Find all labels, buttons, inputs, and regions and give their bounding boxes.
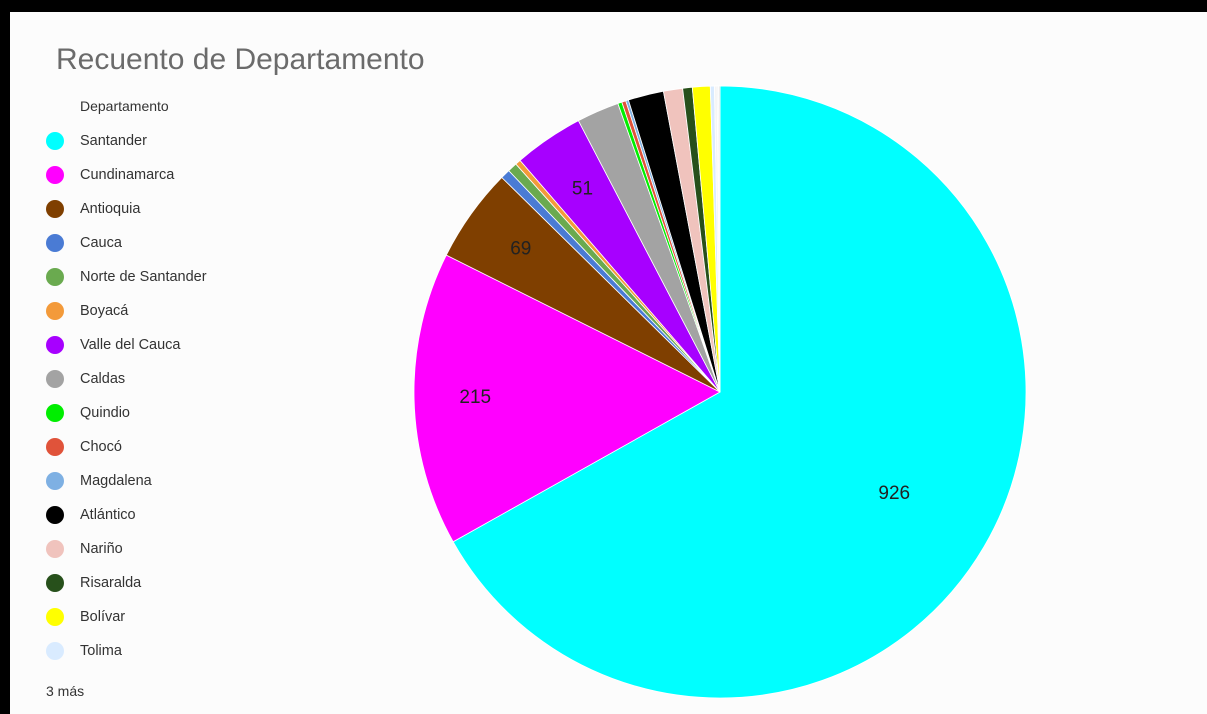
legend-item-choco[interactable]: Chocó <box>46 438 246 472</box>
chart-frame: 926 215 69 51 Recuento de Departamento Depa… <box>10 12 1207 714</box>
legend-swatch <box>46 336 64 354</box>
legend-swatch <box>46 540 64 558</box>
legend-title: Departamento <box>80 98 169 114</box>
legend-item-narino[interactable]: Nariño <box>46 540 246 574</box>
legend-item-cauca[interactable]: Cauca <box>46 234 246 268</box>
legend-swatch <box>46 268 64 286</box>
legend-item-boyaca[interactable]: Boyacá <box>46 302 246 336</box>
legend-item-valle-del-cauca[interactable]: Valle del Cauca <box>46 336 246 370</box>
legend-label: Magdalena <box>80 473 152 489</box>
legend-item-caldas[interactable]: Caldas <box>46 370 246 404</box>
legend-swatch <box>46 166 64 184</box>
legend-swatch <box>46 506 64 524</box>
legend-item-tolima[interactable]: Tolima <box>46 642 246 676</box>
legend-swatch <box>46 608 64 626</box>
legend-swatch <box>46 404 64 422</box>
slice-label-santander: 926 <box>878 483 910 504</box>
legend-label: Nariño <box>80 541 123 557</box>
legend-label: Antioquia <box>80 201 141 217</box>
legend-swatch <box>46 642 64 660</box>
legend-swatch <box>46 574 64 592</box>
legend-item-quindio[interactable]: Quindio <box>46 404 246 438</box>
legend-label: Cundinamarca <box>80 167 175 183</box>
legend-item-risaralda[interactable]: Risaralda <box>46 574 246 608</box>
legend-swatch <box>46 370 64 388</box>
legend-label: Norte de Santander <box>80 269 207 285</box>
pie-slice-cundinamarca[interactable] <box>413 254 721 543</box>
legend-swatch <box>46 234 64 252</box>
legend-item-bolivar[interactable]: Bolívar <box>46 608 246 642</box>
legend-label: Valle del Cauca <box>80 337 181 353</box>
legend-label: Boyacá <box>80 303 129 319</box>
legend-item-cundinamarca[interactable]: Cundinamarca <box>46 166 246 200</box>
legend-swatch <box>46 132 64 150</box>
legend-label: Quindio <box>80 405 130 421</box>
slice-label-antioquia: 69 <box>510 239 531 260</box>
legend-label: Santander <box>80 133 147 149</box>
legend-swatch <box>46 302 64 320</box>
legend-item-antioquia[interactable]: Antioquia <box>46 200 246 234</box>
legend-label: Bolívar <box>80 609 126 625</box>
slice-label-cundinamarca: 215 <box>459 387 491 408</box>
legend-more-link[interactable]: 3 más <box>46 683 85 699</box>
legend-label: Risaralda <box>80 575 142 591</box>
pie-slice-santander[interactable] <box>452 85 1027 699</box>
pie-slice-other-18[interactable] <box>718 85 721 393</box>
legend-item-santander[interactable]: Santander <box>46 132 246 166</box>
legend-swatch <box>46 438 64 456</box>
chart-title: Recuento de Departamento <box>56 43 425 76</box>
legend-item-atlantico[interactable]: Atlántico <box>46 506 246 540</box>
slice-label-valle-del-cauca: 51 <box>572 178 593 199</box>
legend-label: Cauca <box>80 235 122 251</box>
legend-swatch <box>46 472 64 490</box>
legend-item-norte-de-santander[interactable]: Norte de Santander <box>46 268 246 302</box>
legend-label: Chocó <box>80 439 122 455</box>
pie-chart: 926 215 69 51 <box>413 85 1027 699</box>
legend-label: Tolima <box>80 643 122 659</box>
legend-item-magdalena[interactable]: Magdalena <box>46 472 246 506</box>
legend-label: Atlántico <box>80 507 136 523</box>
legend-items: Santander Cundinamarca Antioquia Cauca Norte… <box>46 132 246 676</box>
legend-swatch <box>46 200 64 218</box>
legend-label: Caldas <box>80 371 126 387</box>
